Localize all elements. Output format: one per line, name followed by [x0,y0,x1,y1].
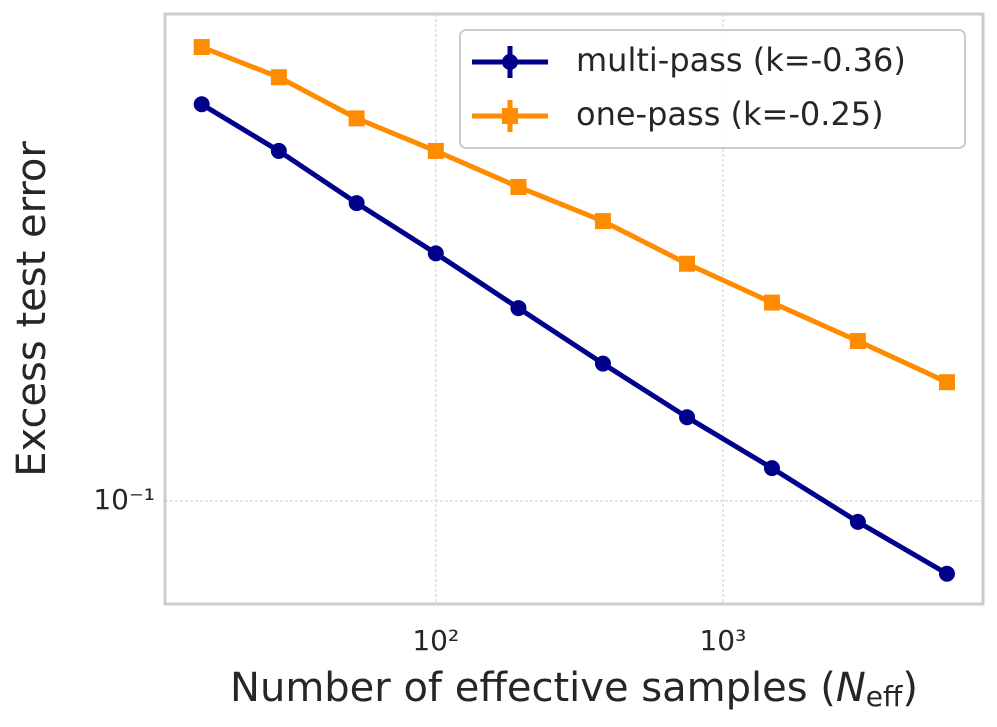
marker [594,213,611,230]
marker [193,96,210,113]
marker [270,69,287,86]
marker [938,374,955,391]
y-axis-label: Excess test error [9,141,55,477]
marker [938,565,955,582]
legend-box [459,29,966,149]
marker [849,513,866,530]
marker [679,409,696,426]
marker [849,332,866,349]
marker [427,245,444,262]
marker [270,142,287,159]
marker [502,108,518,124]
marker [348,195,365,212]
marker [679,255,696,272]
marker [427,142,444,159]
marker [502,54,518,70]
x-label-text: Number of effective samples ( [230,665,836,711]
x-label-subscript: eff [866,680,903,713]
marker [510,300,527,317]
x-axis-label: Number of effective samples (Neff) [230,665,918,713]
marker [763,294,780,311]
marker [763,460,780,477]
legend-label: multi-pass (k=-0.36) [576,41,906,79]
x-label-close: ) [902,665,918,711]
grid [165,14,983,604]
legend-label: one-pass (k=-0.25) [576,95,884,133]
x-tick-label: 10² [412,624,459,657]
series-line [200,44,949,385]
marker [193,39,210,56]
marker [594,355,611,372]
series-line [200,102,949,576]
marker [510,178,527,195]
marker [348,110,365,127]
x-label-symbol: N [836,665,866,711]
y-tick-label: 10⁻¹ [93,483,155,516]
x-tick-label: 10³ [699,624,746,657]
